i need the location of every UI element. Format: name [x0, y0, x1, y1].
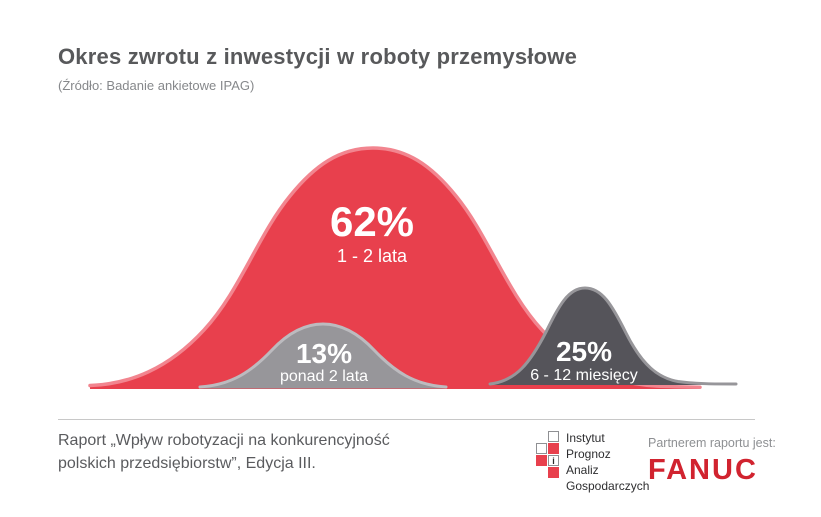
- value-label-25: 25%: [556, 336, 612, 367]
- ipag-text-line1: Instytut: [566, 431, 605, 445]
- report-caption-line1: Raport „Wpływ robotyzacji na konkurencyj…: [58, 432, 390, 449]
- bell-curve-1-2-lata: [90, 148, 700, 389]
- bell-curve-ponad-2-lata: [200, 324, 446, 389]
- fanuc-logo: FANUC: [648, 454, 758, 486]
- page-title: Okres zwrotu z inwestycji w roboty przem…: [58, 44, 578, 69]
- bell-curve-6-12-miesiecy: [490, 288, 736, 385]
- report-caption: Raport „Wpływ robotyzacji na konkurencyj…: [58, 429, 390, 475]
- partner-caption: Partnerem raportu jest:: [648, 436, 776, 450]
- source-note: (Źródło: Badanie ankietowe IPAG): [58, 78, 255, 93]
- value-label-62: 62%: [330, 198, 414, 245]
- ipag-square-red-1: [548, 443, 559, 454]
- bell-curve-6-12-miesiecy-outline: [488, 286, 738, 386]
- partner-block: Partnerem raportu jest: FANUC: [648, 436, 776, 487]
- ipag-logo-text: Instytut Prognoz Analiz Gospodarczych: [566, 430, 649, 494]
- category-label-ponad-2-lata: ponad 2 lata: [280, 368, 368, 385]
- ipag-square-white-2: [536, 443, 547, 454]
- category-label-1-2-lata: 1 - 2 lata: [337, 246, 408, 266]
- ipag-text-line4: Gospodarczych: [566, 479, 650, 493]
- ipag-logo: i Instytut Prognoz Analiz Gospodarczych: [536, 430, 706, 494]
- chart-header: Okres zwrotu z inwestycji w roboty przem…: [58, 44, 577, 93]
- ipag-text-line2: Prognoz: [566, 447, 611, 461]
- ipag-logo-icon: i: [536, 431, 560, 479]
- ipag-square-white-1: [548, 431, 559, 442]
- report-caption-line2: polskich przedsiębiorstw”, Edycja III.: [58, 455, 316, 472]
- ipag-text-line3: Analiz: [566, 463, 599, 477]
- ipag-square-red-2: [536, 455, 547, 466]
- value-label-13: 13%: [296, 338, 352, 369]
- ipag-i-square: i: [548, 455, 559, 466]
- footer-divider: [58, 419, 755, 420]
- ipag-square-red-3: [548, 467, 559, 478]
- bell-curve-ponad-2-lata-outline: [198, 322, 448, 389]
- category-label-6-12-miesiecy: 6 - 12 miesięcy: [530, 367, 638, 384]
